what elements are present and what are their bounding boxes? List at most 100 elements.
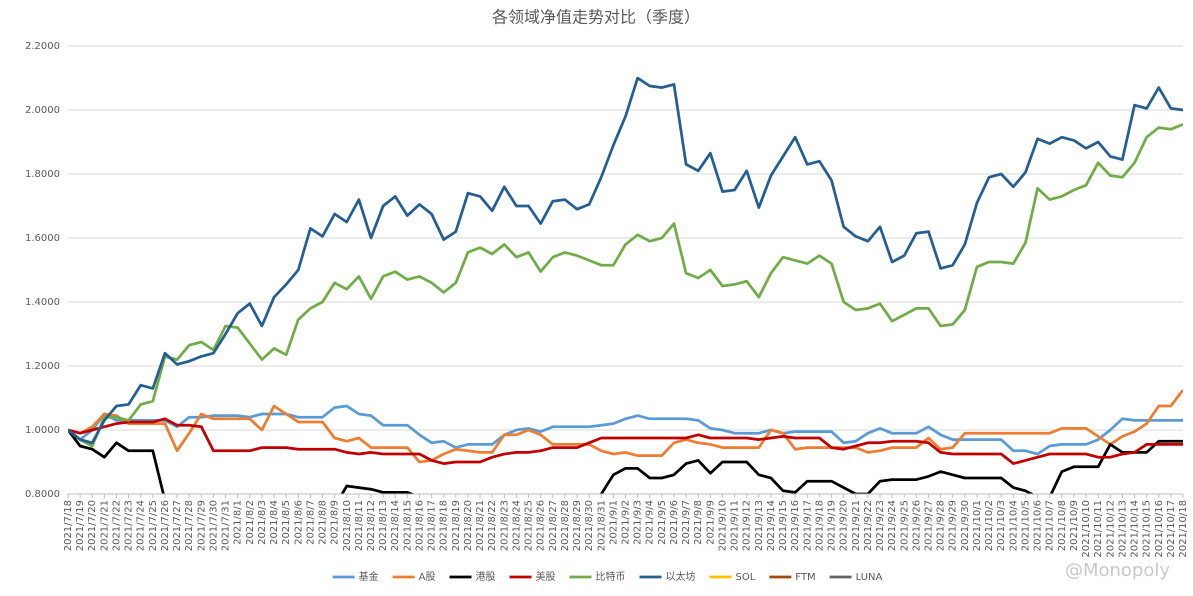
- x-tick-label: 2021/8/4: [269, 500, 280, 545]
- legend-label: SOL: [736, 572, 756, 583]
- x-tick-label: 2021/8/17: [427, 500, 438, 551]
- x-tick-label: 2021/7/26: [160, 500, 171, 551]
- x-tick-label: 2021/10/5: [1020, 500, 1031, 551]
- x-tick-label: 2021/9/17: [802, 500, 813, 551]
- x-tick-label: 2021/10/1: [972, 500, 983, 551]
- x-tick-label: 2021/8/1: [233, 500, 244, 545]
- y-tick-label: 1.2000: [25, 361, 60, 372]
- legend: 基金 A股 港股 美股 比特币 以太坊 SOL FTM LUNA: [332, 570, 883, 583]
- x-tick-label: 2021/8/27: [548, 500, 559, 551]
- x-tick-label: 2021/8/28: [560, 500, 571, 551]
- x-tick-label: 2021/9/8: [693, 500, 704, 545]
- y-tick-label: 1.6000: [25, 233, 60, 244]
- series-line: [68, 123, 1183, 448]
- x-tick-label: 2021/7/29: [196, 500, 207, 551]
- x-tick-label: 2021/8/24: [511, 500, 522, 551]
- x-tick-label: 2021/9/29: [948, 500, 959, 551]
- x-tick-label: 2021/9/23: [875, 500, 886, 551]
- x-tick-label: 2021/9/28: [936, 500, 947, 551]
- x-tick-label: 2021/8/7: [305, 500, 316, 545]
- x-tick-label: 2021/8/11: [354, 500, 365, 551]
- x-tick-label: 2021/8/10: [342, 500, 353, 551]
- legend-label: 基金: [359, 570, 379, 583]
- x-tick-label: 2021/8/2: [245, 500, 256, 545]
- x-tick-label: 2021/8/30: [584, 500, 595, 551]
- x-tick-label: 2021/8/15: [402, 500, 413, 551]
- y-tick-label: 1.8000: [25, 169, 60, 180]
- x-tick-label: 2021/9/3: [633, 500, 644, 545]
- x-tick-label: 2021/8/26: [536, 500, 547, 551]
- x-tick-label: 2021/9/9: [705, 500, 716, 545]
- x-tick-label: 2021/9/6: [669, 500, 680, 545]
- y-tick-label: 2.2000: [25, 41, 60, 52]
- x-tick-label: 2021/10/10: [1081, 500, 1092, 558]
- x-tick-label: 2021/8/13: [378, 500, 389, 551]
- x-tick-label: 2021/7/21: [99, 500, 110, 551]
- y-tick-label: 1.0000: [25, 425, 60, 436]
- x-tick-label: 2021/10/8: [1057, 500, 1068, 551]
- x-tick-label: 2021/8/25: [524, 500, 535, 551]
- y-tick-label: 2.0000: [25, 105, 60, 116]
- y-tick-label: 1.4000: [25, 297, 60, 308]
- x-tick-label: 2021/7/30: [208, 500, 219, 551]
- series-line: [68, 429, 1183, 494]
- x-tick-label: 2021/9/12: [742, 500, 753, 551]
- x-tick-label: 2021/9/7: [681, 500, 692, 545]
- x-tick-label: 2021/9/24: [887, 500, 898, 551]
- x-tick-label: 2021/8/19: [451, 500, 462, 551]
- x-tick-label: 2021/9/30: [960, 500, 971, 551]
- x-tick-label: 2021/7/28: [184, 500, 195, 551]
- x-tick-label: 2021/7/27: [172, 500, 183, 551]
- x-tick-label: 2021/10/4: [1008, 500, 1019, 551]
- x-tick-label: 2021/8/6: [293, 500, 304, 545]
- x-tick-label: 2021/9/20: [839, 500, 850, 551]
- x-tick-label: 2021/7/24: [136, 500, 147, 551]
- x-tick-label: 2021/8/16: [414, 500, 425, 551]
- x-tick-label: 2021/9/10: [717, 500, 728, 551]
- x-tick-label: 2021/8/5: [281, 500, 292, 545]
- x-tick-label: 2021/8/9: [330, 500, 341, 545]
- x-tick-label: 2021/8/31: [596, 500, 607, 551]
- x-tick-label: 2021/9/2: [621, 500, 632, 545]
- x-tick-label: 2021/8/8: [318, 500, 329, 545]
- x-tick-label: 2021/8/18: [439, 500, 450, 551]
- x-tick-label: 2021/7/31: [221, 500, 232, 551]
- x-tick-label: 2021/9/11: [730, 500, 741, 551]
- x-tick-label: 2021/7/20: [87, 500, 98, 551]
- x-tick-label: 2021/8/22: [487, 500, 498, 551]
- x-tick-label: 2021/10/6: [1033, 500, 1044, 551]
- x-tick-label: 2021/10/14: [1130, 500, 1141, 558]
- x-tick-label: 2021/8/23: [499, 500, 510, 551]
- legend-label: 美股: [536, 570, 556, 583]
- series-line: [68, 76, 1183, 445]
- legend-label: FTM: [795, 572, 815, 583]
- x-tick-label: 2021/9/14: [766, 500, 777, 551]
- x-tick-label: 2021/10/15: [1142, 500, 1153, 558]
- x-tick-label: 2021/10/7: [1045, 500, 1056, 551]
- legend-label: 比特币: [596, 571, 626, 583]
- x-tick-label: 2021/9/15: [778, 500, 789, 551]
- plot-lines: [68, 76, 1183, 494]
- x-tick-label: 2021/10/13: [1117, 500, 1128, 558]
- x-tick-label: 2021/9/13: [754, 500, 765, 551]
- x-tick-label: 2021/8/29: [572, 500, 583, 551]
- x-tick-label: 2021/10/3: [996, 500, 1007, 551]
- legend-label: LUNA: [856, 572, 883, 583]
- x-tick-label: 2021/7/23: [124, 500, 135, 551]
- legend-label: 以太坊: [666, 570, 696, 583]
- x-tick-label: 2021/9/22: [863, 500, 874, 551]
- x-tick-label: 2021/10/17: [1166, 500, 1177, 558]
- x-tick-label: 2021/8/20: [463, 500, 474, 551]
- x-tick-label: 2021/7/19: [75, 500, 86, 551]
- x-tick-label: 2021/10/2: [984, 500, 995, 551]
- y-tick-label: 0.8000: [25, 489, 60, 500]
- legend-label: 港股: [476, 571, 496, 583]
- x-tick-label: 2021/7/25: [148, 500, 159, 551]
- x-tick-label: 2021/8/21: [475, 500, 486, 551]
- x-tick-label: 2021/9/27: [923, 500, 934, 551]
- x-tick-label: 2021/9/25: [899, 500, 910, 551]
- x-tick-label: 2021/8/12: [366, 500, 377, 551]
- watermark: @Monopoly: [1065, 560, 1170, 581]
- x-tick-label: 2021/8/3: [257, 500, 268, 545]
